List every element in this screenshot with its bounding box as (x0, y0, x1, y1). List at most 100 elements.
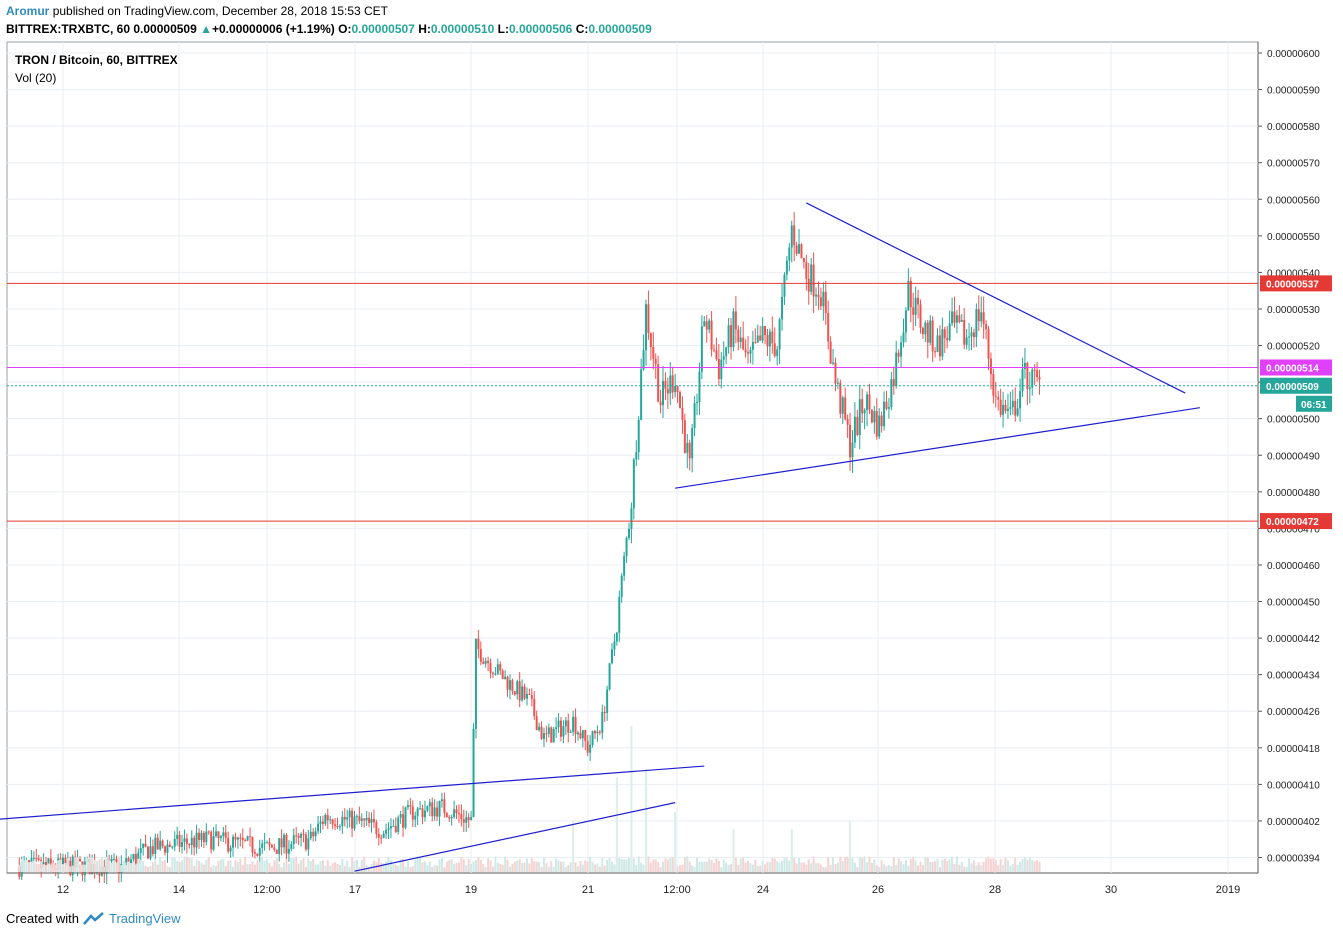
volume-bar (120, 865, 123, 872)
candle-body (868, 394, 871, 410)
volume-bar (632, 858, 635, 872)
volume-bar (423, 861, 426, 872)
volume-bar (953, 863, 956, 872)
volume-bar (598, 866, 601, 872)
volume-spike (572, 820, 575, 872)
candle-body (428, 802, 431, 807)
volume-bar (846, 856, 849, 872)
volume-bar (297, 863, 300, 872)
volume-bar (977, 862, 980, 872)
candle-body (402, 814, 405, 828)
candle-body (737, 329, 740, 343)
author-link[interactable]: Aromur (6, 4, 50, 18)
volume-indicator-label[interactable]: Vol (20) (15, 71, 57, 85)
candle-body (572, 716, 575, 732)
close-value: 0.00000509 (588, 22, 652, 36)
volume-bar (382, 863, 385, 872)
candle-body (839, 382, 842, 414)
volume-bar (921, 865, 924, 872)
volume-bar (640, 862, 643, 872)
change-value: +0.00000006 (+1.19%) (212, 22, 335, 36)
volume-bar (841, 861, 844, 872)
volume-bar (601, 858, 604, 872)
candle-body (304, 834, 307, 850)
volume-bar (798, 857, 801, 872)
volume-bar (290, 857, 293, 872)
candle-body (161, 840, 164, 847)
volume-bar (669, 857, 672, 872)
volume-bar (929, 861, 932, 872)
volume-bar (198, 861, 201, 872)
volume-bar (404, 866, 407, 872)
x-tick-label: 24 (757, 884, 769, 896)
trendline (0, 765, 705, 820)
volume-bar (802, 862, 805, 872)
volume-bar (399, 858, 402, 872)
volume-bar (892, 857, 895, 872)
candle-body (980, 312, 983, 322)
volume-spike (615, 777, 618, 872)
candle-body (601, 711, 604, 733)
volume-bar (508, 866, 511, 872)
candle-body (411, 806, 414, 820)
volume-bar (161, 860, 164, 872)
candle-body (139, 847, 142, 853)
candle-body (377, 833, 380, 838)
candle-body (535, 716, 538, 731)
volume-bar (982, 861, 985, 872)
volume-bar (542, 857, 545, 872)
candle-body (421, 808, 424, 818)
volume-bar (688, 861, 691, 872)
candle-body (1014, 400, 1017, 416)
candle-body (912, 307, 915, 315)
volume-bar (224, 866, 227, 872)
volume-bar (438, 859, 441, 872)
candle-body (805, 262, 808, 279)
candle-body (482, 661, 485, 664)
candle-body (457, 813, 460, 815)
volume-bar (496, 862, 499, 872)
candle-body (705, 321, 708, 330)
volume-bar (591, 861, 594, 872)
candle-body (508, 680, 511, 690)
volume-bar (358, 866, 361, 872)
candle-body (598, 731, 601, 733)
y-tick-label: 0.00000418 (1267, 744, 1320, 755)
volume-bar (968, 858, 971, 872)
volume-bar (880, 859, 883, 872)
volume-bar (74, 857, 77, 872)
candle-body (586, 741, 589, 753)
candle-body (183, 838, 186, 843)
candle-body (832, 362, 835, 364)
volume-bar (698, 861, 701, 872)
volume-bar (839, 856, 842, 872)
candle-body (747, 352, 750, 354)
candle-body (742, 337, 745, 350)
last-price: 0.00000509 (133, 22, 197, 36)
candle-body (324, 814, 327, 824)
volume-bar (547, 866, 550, 872)
volume-bar (188, 857, 191, 872)
volume-bar (832, 857, 835, 872)
volume-bar (307, 857, 310, 872)
volume-bar (931, 861, 934, 872)
volume-bar (49, 865, 52, 872)
volume-bar (1033, 861, 1036, 872)
volume-bar (518, 859, 521, 872)
candle-body (484, 660, 487, 664)
volume-bar (144, 865, 147, 872)
tradingview-brand[interactable]: TradingView (108, 911, 181, 926)
volume-bar (40, 861, 43, 872)
change-up-icon: ▲ (200, 22, 212, 36)
volume-bar (455, 862, 458, 872)
volume-bar (834, 863, 837, 872)
candle-body (30, 858, 33, 863)
volume-bar (467, 859, 470, 872)
volume-bar (343, 865, 346, 872)
candle-body (562, 726, 565, 737)
candle-body (32, 858, 35, 860)
volume-bar (62, 864, 64, 872)
volume-bar (472, 861, 475, 872)
volume-bar (44, 865, 47, 872)
